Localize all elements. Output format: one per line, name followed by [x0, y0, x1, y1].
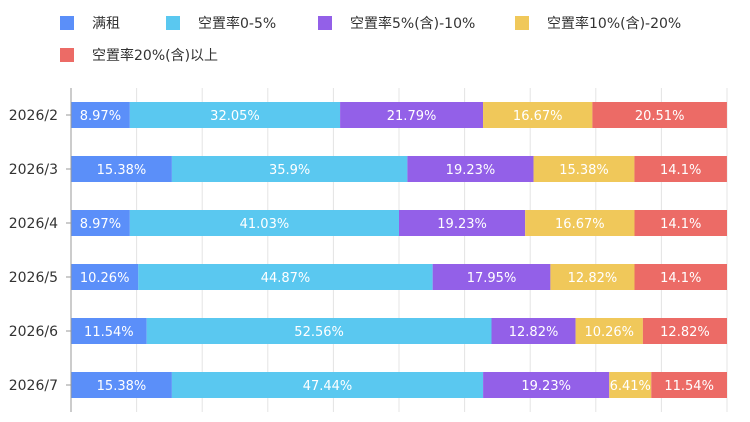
bar-segment[interactable]: [340, 102, 484, 128]
legend-label: 空置率20%(含)以上: [92, 47, 218, 64]
data-label: 12.82%: [660, 325, 710, 340]
bar-segment[interactable]: [171, 156, 408, 182]
data-label: 16.67%: [555, 217, 605, 232]
bar-segment[interactable]: [71, 264, 139, 290]
bar-segment[interactable]: [550, 264, 635, 290]
bar-segment[interactable]: [171, 372, 484, 398]
legend-item[interactable]: 空置率0-5%: [166, 15, 276, 32]
bar-segment[interactable]: [592, 102, 727, 128]
bar-segment[interactable]: [71, 210, 130, 236]
bar-row: 8.97% 41.03% 19.23% 16.67% 14.1%: [71, 210, 727, 236]
legend-swatch: [166, 16, 180, 30]
bar-row: 15.38% 35.9% 19.23% 15.38% 14.1%: [71, 156, 727, 182]
bar-segment[interactable]: [634, 210, 727, 236]
legend-swatch: [60, 48, 74, 62]
data-label: 14.1%: [660, 217, 701, 232]
bar-segment[interactable]: [129, 102, 341, 128]
data-label: 35.9%: [269, 163, 310, 178]
bar-segment[interactable]: [71, 102, 130, 128]
data-label: 12.82%: [568, 271, 618, 286]
bar-segment[interactable]: [146, 318, 492, 344]
data-label: 19.23%: [437, 217, 487, 232]
legend-swatch: [318, 16, 332, 30]
legend-label: 空置率10%(含)-20%: [547, 15, 681, 32]
data-label: 15.38%: [559, 163, 609, 178]
y-tick-label: 2026/2: [9, 108, 58, 124]
legend: 满租 空置率0-5% 空置率5%(含)-10% 空置率10%(含)-20% 空置率20%…: [60, 15, 681, 64]
data-label: 11.54%: [664, 379, 714, 394]
data-label: 8.97%: [80, 109, 121, 124]
bar-segment[interactable]: [432, 264, 551, 290]
data-label: 52.56%: [294, 325, 344, 340]
y-tick-label: 2026/6: [9, 324, 58, 340]
y-tick-label: 2026/3: [9, 162, 58, 178]
data-label: 15.38%: [97, 163, 147, 178]
data-label: 12.82%: [509, 325, 559, 340]
data-label: 44.87%: [261, 271, 311, 286]
data-label: 20.51%: [635, 109, 685, 124]
bar-segment[interactable]: [71, 156, 172, 182]
legend-label: 满租: [92, 16, 120, 32]
legend-swatch: [60, 16, 74, 30]
data-label: 21.79%: [387, 109, 437, 124]
data-label: 19.23%: [446, 163, 496, 178]
data-label: 41.03%: [240, 217, 290, 232]
bar-row: 8.97% 32.05% 21.79% 16.67% 20.51%: [71, 102, 727, 128]
bar-segment[interactable]: [634, 264, 727, 290]
legend-item[interactable]: 满租: [60, 16, 120, 32]
y-tick-label: 2026/7: [9, 378, 58, 394]
legend-swatch: [515, 16, 529, 30]
grid-lines: [136, 88, 728, 412]
y-axis-ticks: 2026/2 2026/3 2026/4 2026/5 2026/6 2026/7: [9, 108, 71, 394]
legend-label: 空置率0-5%: [198, 15, 276, 32]
bar-segment[interactable]: [138, 264, 433, 290]
bar-segment[interactable]: [651, 372, 727, 398]
bar-segment[interactable]: [483, 372, 610, 398]
legend-label: 空置率5%(含)-10%: [350, 15, 475, 32]
data-label: 11.54%: [84, 325, 134, 340]
legend-item[interactable]: 空置率5%(含)-10%: [318, 15, 475, 32]
bar-segment[interactable]: [407, 156, 534, 182]
data-label: 17.95%: [467, 271, 517, 286]
data-label: 8.97%: [80, 217, 121, 232]
bar-row: 15.38% 47.44% 19.23% 6.41% 11.54%: [71, 372, 727, 398]
data-label: 16.67%: [513, 109, 563, 124]
data-label: 10.26%: [80, 271, 130, 286]
bar-segment[interactable]: [609, 372, 652, 398]
bar-segment[interactable]: [491, 318, 576, 344]
bars: 8.97% 32.05% 21.79% 16.67% 20.51% 15.38% 35.9%…: [71, 102, 727, 398]
bar-segment[interactable]: [575, 318, 643, 344]
data-label: 47.44%: [303, 379, 353, 394]
data-label: 14.1%: [660, 271, 701, 286]
bar-segment[interactable]: [399, 210, 526, 236]
data-label: 14.1%: [660, 163, 701, 178]
bar-row: 10.26% 44.87% 17.95% 12.82% 14.1%: [71, 264, 727, 290]
bar-segment[interactable]: [71, 372, 172, 398]
data-label: 10.26%: [584, 325, 634, 340]
bar-segment[interactable]: [129, 210, 399, 236]
bar-segment[interactable]: [642, 318, 727, 344]
y-tick-label: 2026/5: [9, 270, 58, 286]
bar-segment[interactable]: [634, 156, 727, 182]
legend-item[interactable]: 空置率10%(含)-20%: [515, 15, 681, 32]
bar-segment[interactable]: [71, 318, 147, 344]
data-label: 6.41%: [610, 379, 651, 394]
bar-segment[interactable]: [525, 210, 635, 236]
bar-segment[interactable]: [533, 156, 635, 182]
legend-item[interactable]: 空置率20%(含)以上: [60, 47, 218, 64]
data-label: 32.05%: [210, 109, 260, 124]
bar-segment[interactable]: [483, 102, 593, 128]
data-label: 19.23%: [521, 379, 571, 394]
y-tick-label: 2026/4: [9, 216, 58, 232]
bar-row: 11.54% 52.56% 12.82% 10.26% 12.82%: [71, 318, 727, 344]
data-label: 15.38%: [97, 379, 147, 394]
